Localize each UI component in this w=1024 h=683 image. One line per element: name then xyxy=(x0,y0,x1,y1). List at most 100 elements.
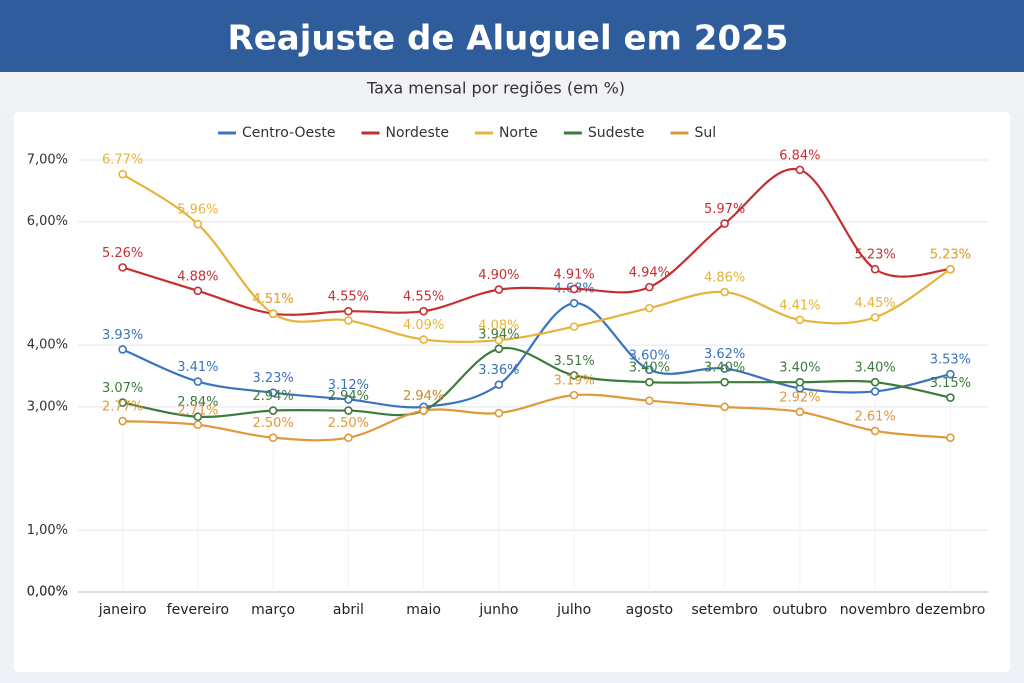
y-tick-label: 7,00% xyxy=(27,153,68,168)
x-tick-label: dezembro xyxy=(915,602,985,618)
point xyxy=(720,377,729,387)
x-tick-label: setembro xyxy=(691,602,758,618)
point xyxy=(946,369,955,379)
data-label: 4.09% xyxy=(403,318,444,333)
point xyxy=(494,380,504,389)
point xyxy=(344,395,353,404)
data-label: 4.55% xyxy=(328,290,369,305)
data-label: 3.41% xyxy=(177,360,218,375)
point xyxy=(193,219,203,229)
x-tick-label: fevereiro xyxy=(167,602,229,618)
data-label: 2.50% xyxy=(252,416,293,431)
x-tick-label: janeiro xyxy=(98,602,147,618)
x-tick-label: maio xyxy=(406,602,441,618)
x-tick-label: março xyxy=(251,602,295,618)
point xyxy=(795,315,805,325)
data-label: 3.12% xyxy=(328,378,369,393)
point xyxy=(645,377,654,387)
point xyxy=(720,287,729,297)
data-label: 3.36% xyxy=(478,363,519,378)
x-tick-label: abril xyxy=(333,602,364,618)
point xyxy=(118,416,127,426)
data-label: 4.90% xyxy=(478,268,519,283)
point xyxy=(494,335,504,345)
point xyxy=(268,433,278,443)
data-label: 4.45% xyxy=(854,296,895,311)
data-label: 3.53% xyxy=(930,353,971,368)
x-tick-label: julho xyxy=(556,602,591,618)
point xyxy=(946,393,955,402)
point xyxy=(569,322,579,331)
data-label: 2.94% xyxy=(403,389,444,404)
data-label: 2.94% xyxy=(328,389,369,404)
data-label: 4.51% xyxy=(252,292,293,307)
data-label: 4.08% xyxy=(478,319,519,334)
legend-label: Centro-Oeste xyxy=(242,125,336,141)
x-tick-label: outubro xyxy=(773,602,828,618)
point xyxy=(870,264,880,274)
legend-label: Norte xyxy=(499,125,538,141)
point xyxy=(569,284,579,294)
point xyxy=(118,398,127,407)
point xyxy=(720,402,729,412)
data-label: 3.23% xyxy=(252,371,293,386)
legend-label: Sul xyxy=(695,125,717,141)
legend-label: Sudeste xyxy=(588,125,645,141)
data-label: 2.77% xyxy=(102,400,143,415)
point xyxy=(494,344,504,354)
point xyxy=(645,282,654,292)
data-label: 3.40% xyxy=(704,361,745,376)
point xyxy=(193,412,203,422)
data-label: 4.94% xyxy=(629,266,670,281)
data-label: 4.86% xyxy=(704,271,745,286)
data-label: 3.40% xyxy=(629,361,670,376)
series-line xyxy=(122,173,951,344)
data-label: 3.60% xyxy=(629,348,670,363)
point xyxy=(268,309,278,318)
data-label: 3.94% xyxy=(478,327,519,342)
data-label: 4.91% xyxy=(553,267,594,282)
point xyxy=(569,371,579,380)
point xyxy=(118,263,127,272)
point xyxy=(946,433,955,443)
series-line xyxy=(122,393,951,442)
data-label: 2.94% xyxy=(252,389,293,404)
point xyxy=(193,377,203,386)
point xyxy=(569,390,579,400)
y-tick-label: 0,00% xyxy=(27,585,68,600)
data-label: 5.23% xyxy=(930,248,971,263)
point xyxy=(645,396,654,405)
x-tick-label: junho xyxy=(478,602,518,618)
point xyxy=(720,219,729,228)
data-label: 2.61% xyxy=(854,409,895,424)
data-label: 5.23% xyxy=(930,248,971,263)
data-label: 3.40% xyxy=(779,361,820,376)
point xyxy=(494,285,504,294)
point xyxy=(645,303,654,313)
y-tick-label: 4,00% xyxy=(27,338,68,353)
data-label: 3.07% xyxy=(102,381,143,396)
point xyxy=(720,364,729,373)
data-label: 3.51% xyxy=(553,354,594,369)
data-label: 3.62% xyxy=(704,347,745,362)
data-label: 6.84% xyxy=(779,148,820,163)
point xyxy=(118,169,127,179)
point xyxy=(419,406,428,415)
data-label: 5.97% xyxy=(704,202,745,217)
data-label: 3.93% xyxy=(102,328,143,343)
data-label: 2.94% xyxy=(403,389,444,404)
title-banner xyxy=(0,0,1024,72)
point xyxy=(344,406,353,415)
data-label: 4.41% xyxy=(779,298,820,313)
y-tick-label: 3,00% xyxy=(27,399,68,414)
data-label: 3.19% xyxy=(553,374,594,389)
point xyxy=(419,306,428,316)
point xyxy=(344,316,353,325)
point xyxy=(795,377,805,387)
point xyxy=(344,306,353,316)
point xyxy=(344,433,353,443)
point xyxy=(569,298,579,308)
data-label: 3.15% xyxy=(930,376,971,391)
chart-subtitle: Taxa mensal por regiões (em %) xyxy=(366,79,625,98)
